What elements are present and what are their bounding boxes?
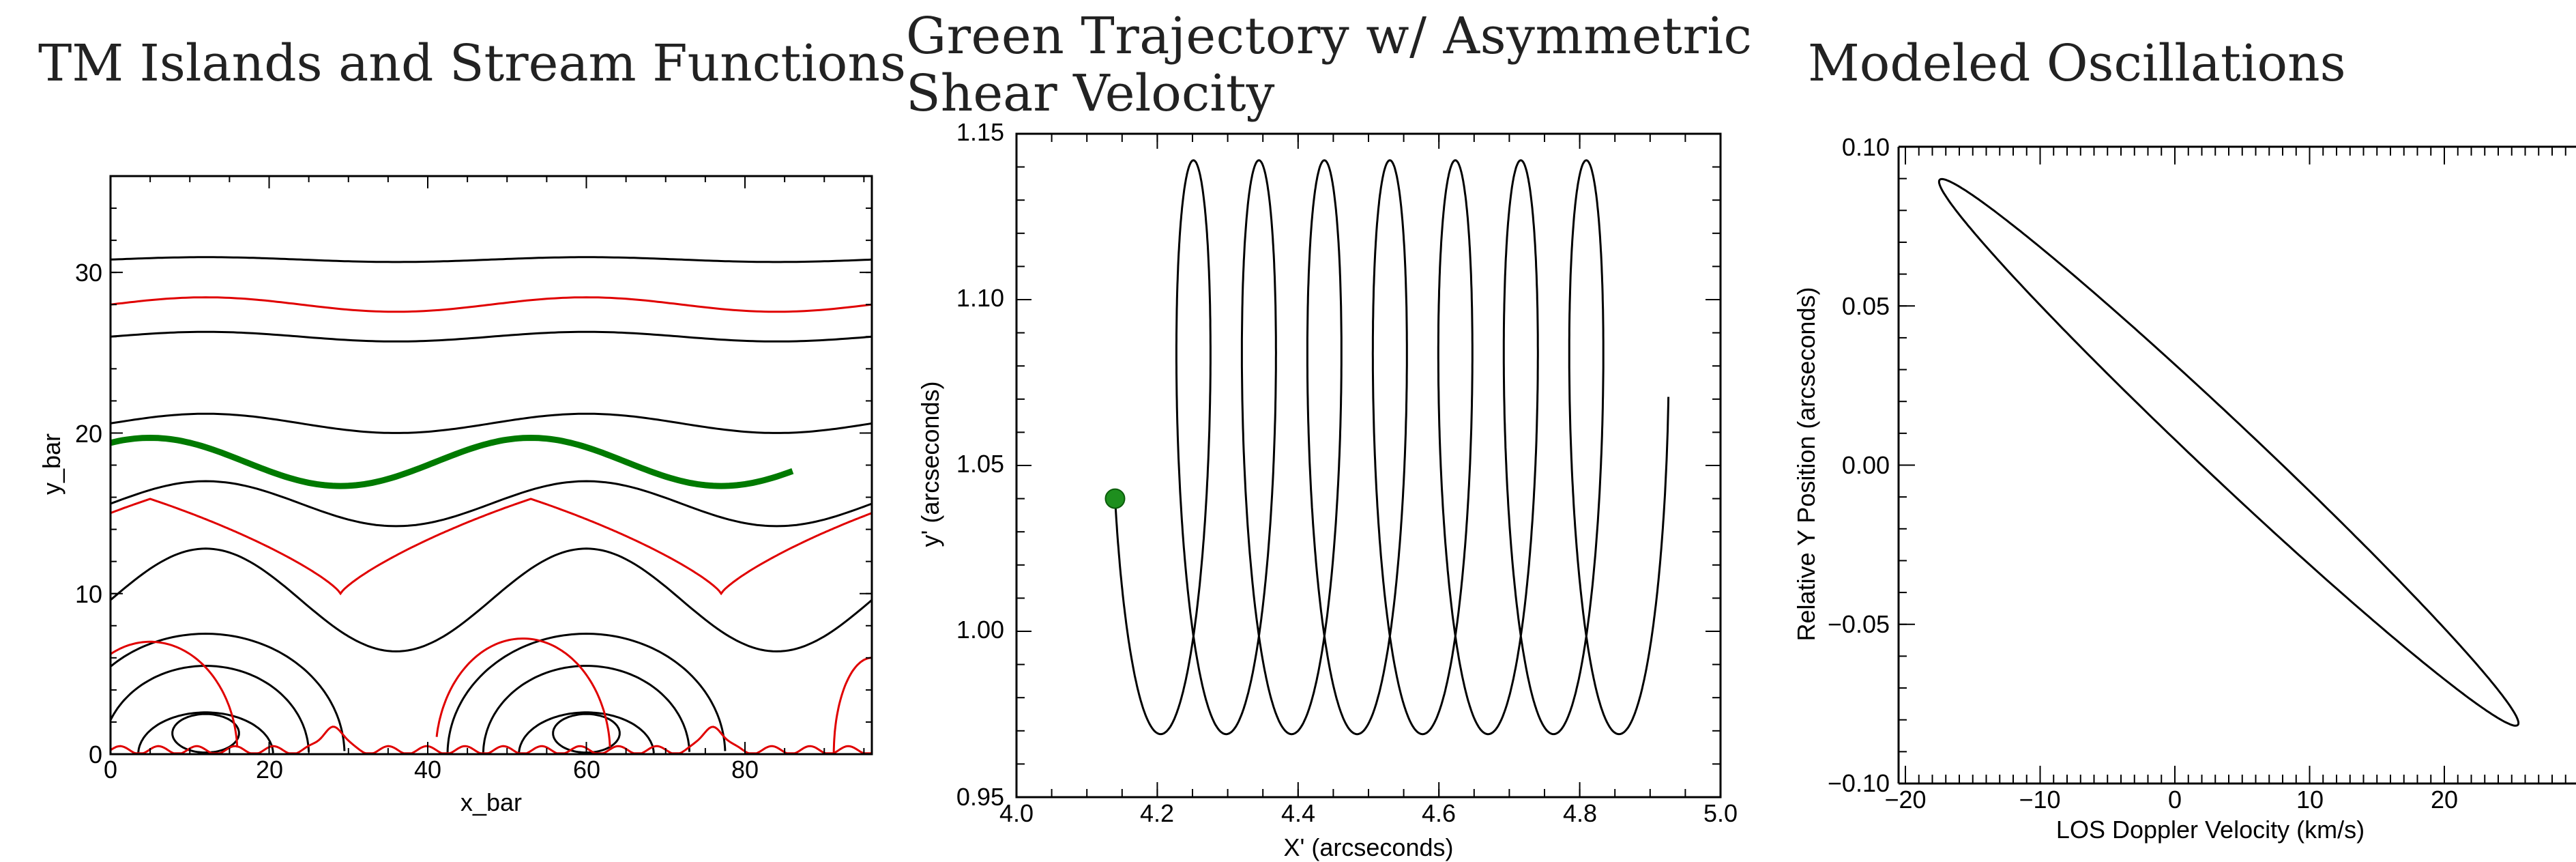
x-tick-label: 4.0 xyxy=(999,799,1034,827)
x-axis-label: X' (arcseconds) xyxy=(1284,833,1454,861)
plot-area xyxy=(111,256,872,754)
y-tick-label: 0.05 xyxy=(1842,292,1890,320)
island-core xyxy=(171,713,240,754)
y-tick-label: 0.00 xyxy=(1842,451,1890,479)
green-trajectory xyxy=(111,434,794,489)
chart-title: Modeled Oscillations xyxy=(1808,34,2346,93)
island-contour xyxy=(111,632,346,751)
island-separatrix xyxy=(111,640,239,748)
stream-line xyxy=(111,480,872,528)
y-tick-label: 20 xyxy=(75,420,102,448)
plot-area xyxy=(1104,159,1670,736)
x-tick-label: 80 xyxy=(731,756,759,784)
ellipse-trajectory xyxy=(1937,177,2520,727)
chart-title-line2: Shear Velocity xyxy=(906,64,1275,123)
plot-area xyxy=(1937,177,2520,727)
stream-line xyxy=(111,330,872,343)
island-core xyxy=(552,713,621,754)
y-tick-label: 0.95 xyxy=(956,783,1004,811)
x-tick-label: −10 xyxy=(2019,786,2060,814)
axis-ticks xyxy=(110,175,872,755)
panel-tm-islands: TM Islands and Stream Functions 0 20 40 … xyxy=(38,34,906,816)
x-axis-label: x_bar xyxy=(460,788,522,816)
island-contour xyxy=(111,665,310,752)
x-tick-label: 20 xyxy=(256,756,283,784)
island-separatrix xyxy=(435,637,611,747)
axis-ticks xyxy=(1016,133,1721,798)
island-separatrix xyxy=(832,657,872,754)
island-contour xyxy=(518,711,655,754)
x-tick-label: 4.6 xyxy=(1422,799,1456,827)
stream-line xyxy=(111,256,872,263)
x-tick-label: 60 xyxy=(573,756,600,784)
y-tick-label: 30 xyxy=(75,259,102,287)
x-tick-label: −20 xyxy=(1884,786,1926,814)
x-tick-label: 0 xyxy=(104,756,117,784)
stream-line xyxy=(111,412,872,434)
y-axis-label: Relative Y Position (arcseconds) xyxy=(1792,287,1820,642)
stream-line xyxy=(111,547,872,652)
panel-green-trajectory: Green Trajectory w/ Asymmetric Shear Vel… xyxy=(906,7,1752,861)
x-tick-label: 4.4 xyxy=(1281,799,1315,827)
y-axis-label: y_bar xyxy=(38,433,65,495)
island-contour xyxy=(482,665,691,754)
y-axis-label: y' (arcseconds) xyxy=(916,382,944,547)
panel-modeled-oscillations: Modeled Oscillations −20 −10 0 10 20 −0.… xyxy=(1792,34,2576,844)
separatrix-line xyxy=(111,498,872,596)
y-tick-label: −0.10 xyxy=(1828,769,1890,797)
y-tick-label: 1.10 xyxy=(956,284,1004,312)
y-tick-label: 1.00 xyxy=(956,616,1004,644)
x-tick-label: 5.0 xyxy=(1703,799,1738,827)
x-tick-label: 4.2 xyxy=(1140,799,1174,827)
trajectory-line xyxy=(1114,159,1670,736)
axis-ticks xyxy=(1899,146,2566,784)
x-tick-label: 4.8 xyxy=(1563,799,1597,827)
island-contour xyxy=(446,632,727,754)
x-tick-label: 20 xyxy=(2431,786,2458,814)
plot-frame xyxy=(1015,132,1722,799)
x-tick-label: 40 xyxy=(414,756,441,784)
x-axis-label: LOS Doppler Velocity (km/s) xyxy=(2056,816,2365,844)
y-tick-label: −0.05 xyxy=(1828,610,1890,638)
x-tick-label: 0 xyxy=(2168,786,2182,814)
y-tick-label: 0.10 xyxy=(1842,133,1890,161)
chart-title: TM Islands and Stream Functions xyxy=(38,34,906,93)
y-tick-label: 1.15 xyxy=(956,118,1004,146)
stream-line xyxy=(111,296,872,313)
chart-title: Green Trajectory w/ Asymmetric xyxy=(906,7,1752,66)
y-tick-label: 0 xyxy=(89,741,102,768)
y-tick-label: 10 xyxy=(75,580,102,608)
x-tick-label: 10 xyxy=(2296,786,2324,814)
start-point-marker xyxy=(1104,488,1126,509)
island-contour xyxy=(137,711,274,754)
y-tick-label: 1.05 xyxy=(956,450,1004,478)
